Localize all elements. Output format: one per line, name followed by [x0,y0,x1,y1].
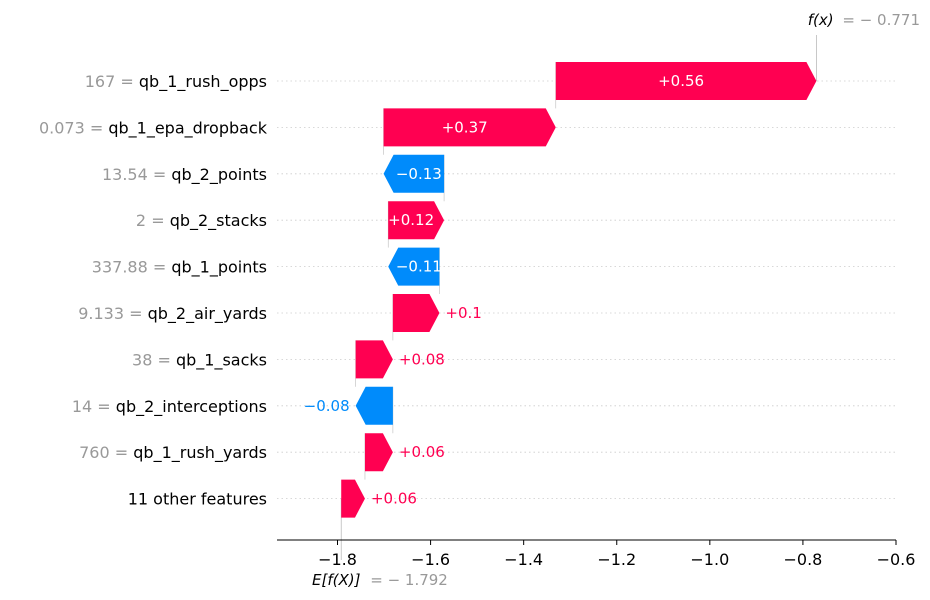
contribution-bar [355,386,393,425]
feature-name: qb_2_interceptions [116,397,267,417]
feature-value: 9.133 = [78,304,147,323]
feature-name: qb_1_rush_opps [139,72,267,92]
feature-value: 0.073 = [39,118,108,137]
feature-label: 38 = qb_1_sacks [132,350,267,370]
contribution-bar [392,294,440,332]
feature-label: 13.54 = qb_2_points [102,165,267,185]
feature-label: 9.133 = qb_2_air_yards [78,304,267,324]
efx-label: E[f(X)] = − 1.792 [312,571,448,589]
fx-label: f(x) = − 0.771 [808,11,920,29]
feature-name: qb_1_sacks [176,350,267,370]
x-axis: −1.8 −1.6 −1.4 −1.2 −1.0 −0.8 −0.6 [277,539,916,569]
feature-name: qb_2_points [171,165,267,185]
contribution-bar [355,340,393,379]
feature-label: 2 = qb_2_stacks [136,211,267,231]
feature-value: 2 = [136,211,170,230]
feature-value: 14 = [72,397,116,416]
contribution-bar [555,62,817,100]
feature-value: 167 = [85,72,139,91]
fx-value: = − 0.771 [842,11,920,29]
feature-label: 11 other features [128,490,267,509]
feature-name: qb_1_epa_dropback [108,118,267,138]
x-tick-label: −1.4 [504,550,543,569]
contribution-label: +0.12 [388,211,434,229]
fx-prefix: f(x) [808,11,834,29]
x-tick-label: −1.2 [597,550,636,569]
contribution-label: +0.06 [371,490,417,508]
feature-label: 0.073 = qb_1_epa_dropback [39,118,268,138]
x-tick-label: −1.8 [318,550,357,569]
feature-name: qb_1_points [171,258,267,278]
feature-label: 760 = qb_1_rush_yards [79,443,267,463]
contribution-bar [364,433,393,472]
feature-value: 760 = [79,443,133,462]
contribution-label: +0.08 [399,350,445,368]
feature-name: qb_1_rush_yards [133,443,267,463]
contribution-label: +0.1 [445,304,481,322]
contribution-bar [383,154,445,193]
feature-labels: 167 = qb_1_rush_opps 0.073 = qb_1_epa_dro… [39,72,268,509]
x-tick-label: −1.6 [411,550,450,569]
efx-value: = − 1.792 [370,571,448,589]
contribution-bar [388,201,445,240]
feature-name: 11 other features [128,490,267,509]
feature-label: 337.88 = qb_1_points [92,258,267,278]
feature-label: 167 = qb_1_rush_opps [85,72,267,92]
contribution-label: −0.11 [396,258,442,276]
feature-label: 14 = qb_2_interceptions [72,397,267,417]
feature-name: qb_2_air_yards [148,304,267,324]
contribution-label: −0.13 [396,165,442,183]
contribution-label: +0.06 [399,443,445,461]
feature-value: 337.88 = [92,258,172,277]
contribution-label: +0.37 [442,118,488,136]
feature-name: qb_2_stacks [170,211,267,231]
contribution-label: +0.56 [658,72,704,90]
contribution-label: −0.08 [304,397,350,415]
x-tick-label: −0.8 [783,550,822,569]
efx-prefix: E[f(X)] [312,571,361,589]
feature-value: 38 = [132,350,176,369]
contribution-bar [341,479,365,518]
contribution-bars: +0.56 +0.37 −0.13 +0.12 −0.11 +0.1 +0.08 −0.08 +… [304,62,817,518]
contribution-bar [388,247,440,286]
contribution-bar [383,108,556,147]
x-tick-label: −1.0 [690,550,729,569]
feature-value: 13.54 = [102,165,171,184]
x-tick-label: −0.6 [877,550,916,569]
